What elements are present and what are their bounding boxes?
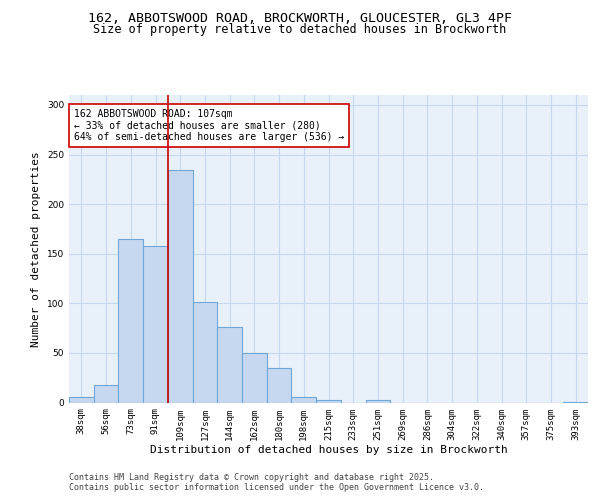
Y-axis label: Number of detached properties: Number of detached properties — [31, 151, 41, 346]
Text: 162 ABBOTSWOOD ROAD: 107sqm
← 33% of detached houses are smaller (280)
64% of se: 162 ABBOTSWOOD ROAD: 107sqm ← 33% of det… — [74, 109, 344, 142]
Bar — [143, 246, 168, 402]
Text: Contains HM Land Registry data © Crown copyright and database right 2025.
Contai: Contains HM Land Registry data © Crown c… — [69, 472, 484, 492]
Text: 162, ABBOTSWOOD ROAD, BROCKWORTH, GLOUCESTER, GL3 4PF: 162, ABBOTSWOOD ROAD, BROCKWORTH, GLOUCE… — [88, 12, 512, 26]
X-axis label: Distribution of detached houses by size in Brockworth: Distribution of detached houses by size … — [149, 445, 508, 455]
Bar — [193, 302, 217, 402]
Text: Size of property relative to detached houses in Brockworth: Size of property relative to detached ho… — [94, 24, 506, 36]
Bar — [69, 396, 94, 402]
Bar — [242, 353, 267, 403]
Bar — [316, 400, 341, 402]
Bar — [365, 400, 390, 402]
Bar — [292, 396, 316, 402]
Bar — [217, 327, 242, 402]
Bar — [94, 384, 118, 402]
Bar — [168, 170, 193, 402]
Bar — [118, 239, 143, 402]
Bar — [267, 368, 292, 402]
